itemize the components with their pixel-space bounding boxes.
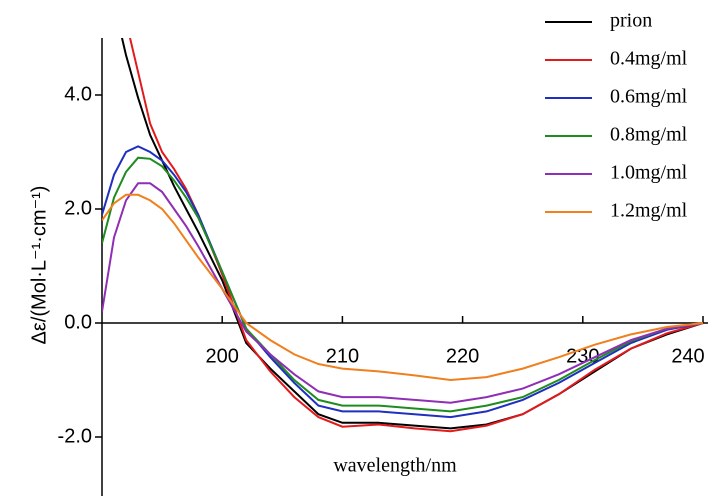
legend-label: 1.0mg/ml <box>610 162 688 184</box>
legend-label: 0.4mg/ml <box>610 48 688 70</box>
plot-area <box>102 38 704 433</box>
y-tick-label: 4.0 <box>64 83 92 105</box>
data-line <box>102 193 704 382</box>
y-tick-label: 2.0 <box>64 197 92 219</box>
data-line <box>102 145 704 419</box>
x-tick-label: 240 <box>671 345 704 367</box>
legend-label: 0.6mg/ml <box>610 86 688 108</box>
x-tick-label: 200 <box>206 345 239 367</box>
data-line <box>129 38 704 433</box>
data-line <box>102 156 704 413</box>
legend-label: prion <box>610 10 652 32</box>
x-tick-label: 210 <box>326 345 359 367</box>
y-tick-label: -2.0 <box>58 425 92 447</box>
legend-label: 1.2mg/ml <box>610 200 688 222</box>
x-axis-label: wavelength/nm <box>333 455 457 477</box>
y-tick-label: 0.0 <box>64 311 92 333</box>
data-line <box>102 182 704 404</box>
x-tick-label: 220 <box>446 345 479 367</box>
legend-label: 0.8mg/ml <box>610 124 688 146</box>
y-axis-label: Δε/(Mol·L⁻¹·cm⁻¹) <box>28 186 50 345</box>
